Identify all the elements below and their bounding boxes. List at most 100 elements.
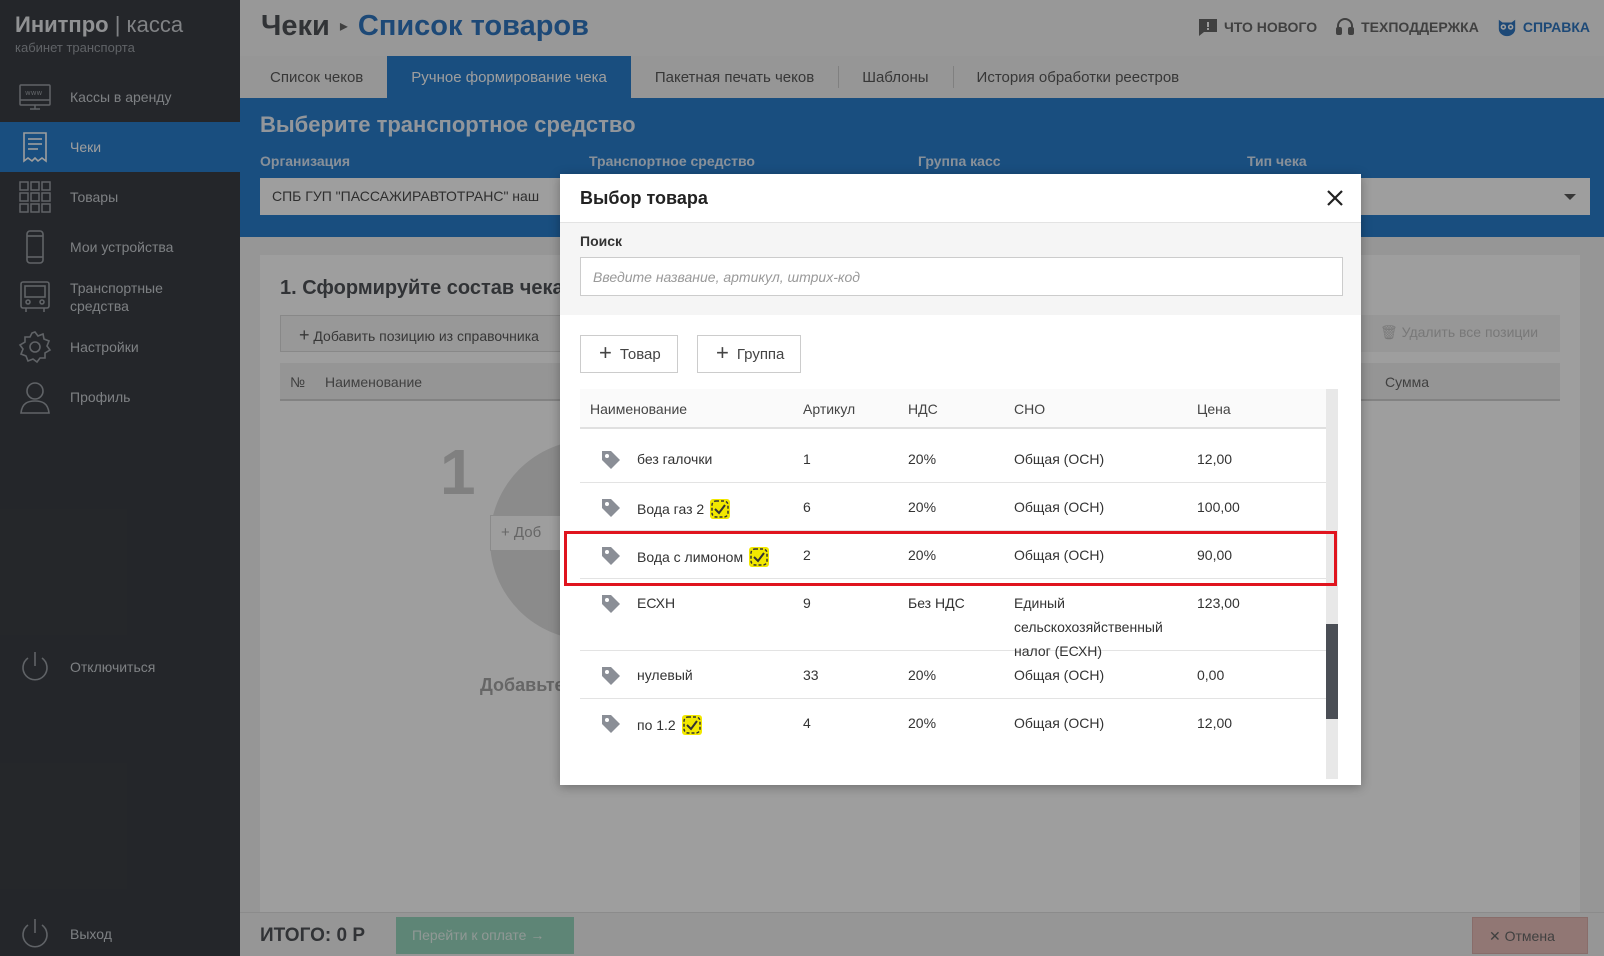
product-vat: 20% [908,715,937,731]
empty-add-button[interactable]: + Доб [490,515,570,551]
sidebar-item-vehicles[interactable]: Транспортные средства [0,272,240,322]
add-product-button[interactable]: + Товар [580,335,678,373]
sidebar-item-exit[interactable]: Выход [0,912,240,956]
product-name: по 1.2 [637,717,676,733]
sidebar-item-label: Мои устройства [70,239,174,255]
tag-icon [602,547,620,565]
close-icon: ✕ [1489,928,1501,944]
power-icon [18,917,52,951]
tag-icon [602,667,620,685]
scroll-thumb[interactable] [1326,624,1338,719]
search-input[interactable] [580,257,1343,296]
product-article: 33 [803,667,819,683]
page-title: Список товаров [357,10,589,42]
product-sno: Общая (ОСН) [1014,715,1105,731]
product-price: 100,00 [1197,499,1240,515]
sidebar-item-products[interactable]: Товары [0,172,240,222]
col-name: Наименование [590,401,688,417]
sidebar-item-label: Транспортные средства [70,280,163,314]
tab-manual-receipt[interactable]: Ручное формирование чека [387,56,631,98]
header: Чеки ▸ Список товаров ЧТО НОВОГО ТЕХПОДДЕР… [240,0,1604,56]
help-link[interactable]: СПРАВКА [1497,17,1590,37]
product-vat: 20% [908,547,937,563]
product-sno: Общая (ОСН) [1014,499,1105,515]
product-vat: 20% [908,499,937,515]
add-group-button[interactable]: + Группа [697,335,802,373]
cancel-button[interactable]: ✕ Отмена [1472,917,1588,954]
product-sno: Общая (ОСН) [1014,667,1105,683]
grid-icon [18,180,52,214]
modal-title: Выбор товара [580,188,708,208]
product-article: 2 [803,547,811,563]
sidebar-item-disconnect[interactable]: Отключиться [0,642,240,692]
tab-templates[interactable]: Шаблоны [838,56,952,98]
product-vat: 20% [908,667,937,683]
group-label: Группа касс [918,153,1001,169]
product-select-modal: Выбор товара Поиск + Товар + Группа Наимен… [560,174,1361,785]
support-label: ТЕХПОДДЕРЖКА [1361,19,1479,35]
type-label: Тип чека [1247,153,1307,169]
add-group-label: Группа [736,345,785,363]
marking-badge-icon [710,499,731,519]
product-article: 6 [803,499,811,515]
support-link[interactable]: ТЕХПОДДЕРЖКА [1335,17,1479,37]
product-vat: Без НДС [908,595,965,611]
add-from-catalog-label: Добавить позицию из справочника [313,328,539,344]
owl-icon [1498,19,1516,37]
product-article: 1 [803,451,811,467]
breadcrumb-arrow-icon: ▸ [339,18,348,35]
plus-icon: + [599,340,612,365]
tab-registry-history[interactable]: История обработки реестров [952,56,1204,98]
arrow-right-icon: → [530,927,545,943]
sidebar-item-rent[interactable]: www Кассы в аренду [0,72,240,122]
org-label: Организация [260,153,351,169]
product-article: 4 [803,715,811,731]
col-sum: Сумма [1385,374,1429,390]
cancel-label: Отмена [1504,928,1555,944]
sidebar-item-profile[interactable]: Профиль [0,372,240,422]
product-row[interactable]: ЕСХН 9 Без НДС Единый сельскохозяйственный … [580,579,1332,659]
sidebar-item-devices[interactable]: Мои устройства [0,222,240,272]
product-name-cell: нулевый [637,667,693,683]
tag-icon [602,715,620,733]
breadcrumb-parent[interactable]: Чеки [261,10,330,42]
brand-subtitle: кабинет транспорта [15,40,135,55]
product-sno: Общая (ОСН) [1014,451,1105,467]
whats-new-link[interactable]: ЧТО НОВОГО [1198,17,1317,37]
product-name: нулевый [637,667,693,683]
close-icon[interactable] [1323,186,1347,210]
product-row[interactable]: Вода с лимоном 2 20% Общая (ОСН) 90,00 [580,531,1332,579]
chevron-down-icon [1564,194,1576,200]
sidebar-item-receipts[interactable]: Чеки [0,122,240,172]
product-row[interactable]: Вода газ 2 6 20% Общая (ОСН) 100,00 [580,483,1332,531]
empty-hint: Добавьте [480,675,565,695]
tab-receipt-list[interactable]: Список чеков [270,68,364,86]
selected-row-highlight [564,531,1337,586]
col-name: Наименование [325,374,423,390]
product-article: 9 [803,595,811,611]
tag-icon [602,451,620,469]
sidebar-item-settings[interactable]: Настройки [0,322,240,372]
headset-icon [1336,18,1355,35]
pay-button[interactable]: Перейти к оплате → [396,917,574,954]
delete-all-button[interactable]: 🗑 Удалить все позиции [1360,315,1560,352]
marking-badge-icon [749,547,770,567]
product-row[interactable]: без галочки 1 20% Общая (ОСН) 12,00 [580,435,1332,483]
org-select[interactable]: СПБ ГУП "ПАССАЖИРАВТОТРАНС" наш [260,178,560,215]
product-row[interactable]: нулевый 33 20% Общая (ОСН) 0,00 [580,651,1332,699]
sidebar-item-label: Кассы в аренду [70,89,172,105]
search-area: Поиск [560,223,1361,315]
product-name-cell: ЕСХН [637,595,675,611]
www-monitor-icon: www [18,80,52,114]
add-product-label: Товар [619,345,661,363]
product-row[interactable]: по 1.2 4 20% Общая (ОСН) 12,00 [580,699,1332,747]
product-table-header: Наименование Артикул НДС СНО Цена [580,389,1332,429]
sidebar: Инитпро | касса кабинет транспорта www К… [0,0,240,956]
tab-batch-print[interactable]: Пакетная печать чеков [654,68,815,86]
phone-icon [18,230,52,264]
footer: ИТОГО: 0 Р Перейти к оплате → ✕ Отмена [240,912,1604,956]
delete-all-label: Удалить все позиции [1401,324,1539,340]
comment-alert-icon [1198,19,1217,36]
add-from-catalog-button[interactable]: + Добавить позицию из справочника [280,315,600,352]
col-vat: НДС [908,401,938,417]
